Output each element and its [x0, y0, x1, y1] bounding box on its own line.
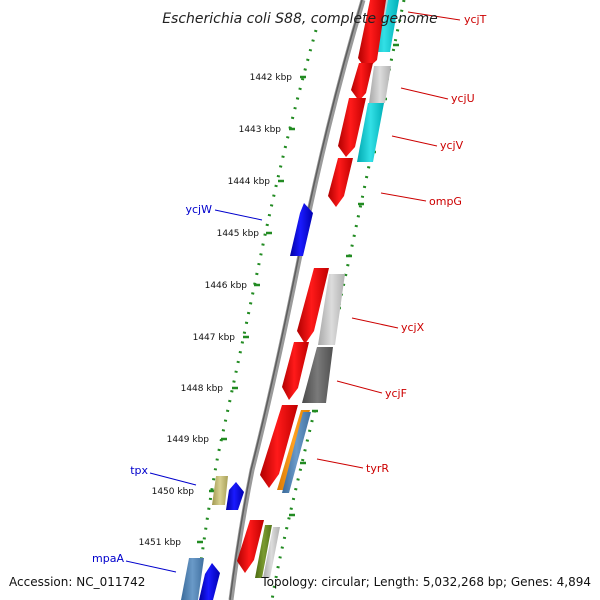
- gene-arrow[interactable]: [358, 0, 386, 70]
- cog-block: [263, 527, 280, 578]
- leader-line: [407, 11, 461, 21]
- gene-arrow[interactable]: [338, 98, 366, 157]
- gene-leaders: [125, 11, 461, 573]
- gene-label-ycjV[interactable]: ycjV: [440, 139, 464, 152]
- gene-label-tpx[interactable]: tpx: [130, 464, 148, 477]
- tick-label: 1448 kbp: [181, 384, 224, 394]
- leader-line: [125, 560, 177, 573]
- accession-text: Accession: NC_011742: [9, 575, 145, 589]
- gene-arrow[interactable]: [282, 342, 309, 400]
- gene-label-ycjW[interactable]: ycjW: [186, 203, 213, 216]
- reverse-genes: [181, 203, 313, 600]
- gene-label-ycjF[interactable]: ycjF: [385, 387, 407, 400]
- cog-block: [282, 412, 311, 493]
- gene-arrow[interactable]: [297, 268, 329, 344]
- cog-block: [357, 103, 384, 162]
- gene-arrow[interactable]: [181, 558, 204, 600]
- gene-arrow[interactable]: [237, 520, 264, 573]
- leader-line: [391, 135, 438, 147]
- leader-line: [400, 87, 449, 100]
- gene-label-ompG[interactable]: ompG: [429, 195, 462, 208]
- leader-line: [351, 317, 399, 329]
- gene-arrow[interactable]: [226, 482, 244, 510]
- cog-track: [255, 0, 399, 578]
- tick-label: 1451 kbp: [139, 538, 182, 548]
- gene-arrow[interactable]: [351, 63, 373, 101]
- gene-label-tyrR[interactable]: tyrR: [366, 462, 389, 475]
- leader-line: [214, 209, 263, 221]
- leader-line: [149, 472, 197, 486]
- topology-text: Topology: circular; Length: 5,032,268 bp…: [260, 575, 591, 589]
- tick-label: 1446 kbp: [205, 281, 248, 291]
- tick-label: 1442 kbp: [250, 73, 293, 83]
- tick-label: 1445 kbp: [217, 229, 260, 239]
- gene-arrow[interactable]: [199, 563, 220, 600]
- leader-line: [380, 192, 427, 202]
- tick-label: 1447 kbp: [193, 333, 236, 343]
- tick-label: 1449 kbp: [167, 435, 210, 445]
- tick-label: 1444 kbp: [228, 177, 271, 187]
- gene-label-ycjU[interactable]: ycjU: [451, 92, 475, 105]
- gene-labels: ycjT ycjU ycjV ompG ycjW ycjX ycjF tyrR …: [92, 13, 487, 565]
- inner-tick-track: [194, 29, 318, 600]
- cog-block: [318, 274, 345, 345]
- forward-genes: [237, 0, 386, 573]
- tick-label: 1450 kbp: [152, 487, 195, 497]
- gene-arrow[interactable]: [328, 158, 353, 207]
- cog-block: [255, 525, 272, 578]
- genome-backbone-highlight: [229, 0, 363, 600]
- gene-label-ycjX[interactable]: ycjX: [401, 321, 425, 334]
- gene-arrow[interactable]: [212, 476, 228, 505]
- genome-backbone: [228, 0, 366, 600]
- tick-label: 1443 kbp: [239, 125, 282, 135]
- cog-block: [369, 66, 391, 103]
- map-title: Escherichia coli S88, complete genome: [162, 11, 438, 27]
- gene-arrow[interactable]: [260, 405, 298, 488]
- tick-labels: 1442 kbp 1443 kbp 1444 kbp 1445 kbp 1446…: [139, 73, 293, 548]
- leader-line: [336, 380, 383, 394]
- gene-label-ycjT[interactable]: ycjT: [464, 13, 487, 26]
- gene-arrow[interactable]: [290, 203, 313, 256]
- leader-line: [316, 458, 364, 469]
- cog-block: [302, 347, 333, 403]
- gene-label-mpaA[interactable]: mpaA: [92, 552, 124, 565]
